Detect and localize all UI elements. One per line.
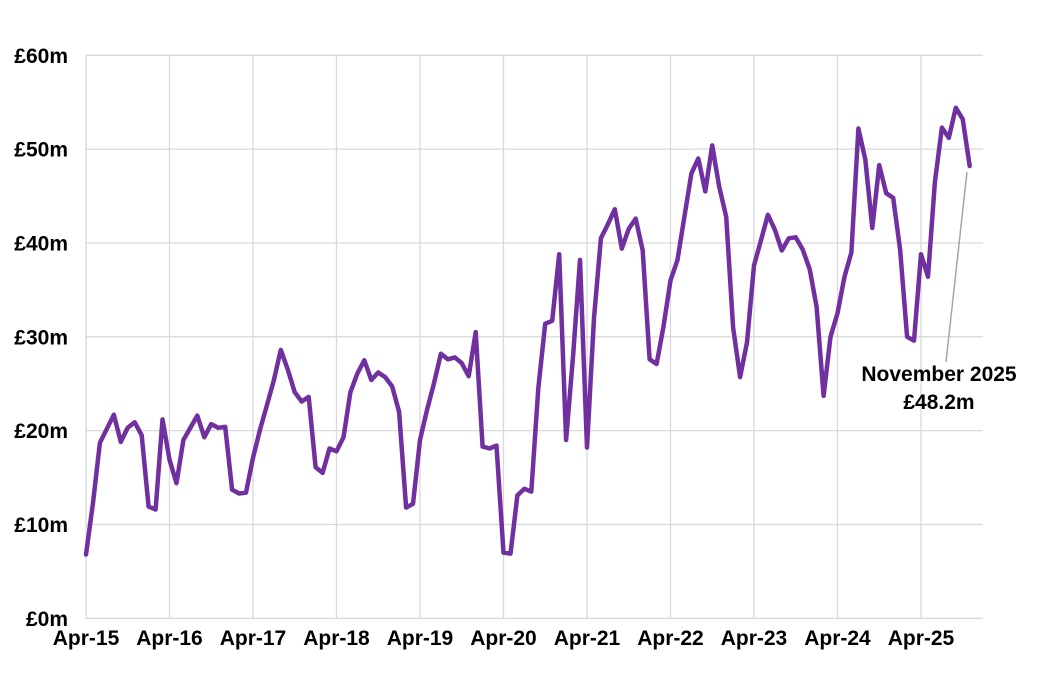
y-axis-label: £30m — [14, 326, 68, 349]
annotation-leader-line — [945, 171, 968, 363]
x-axis-label: Apr-18 — [303, 627, 370, 650]
y-axis-label: £0m — [26, 608, 68, 631]
x-axis-label: Apr-24 — [804, 627, 871, 650]
x-axis-label: Apr-22 — [637, 627, 704, 650]
x-axis-label: Apr-20 — [470, 627, 537, 650]
y-axis-label: £10m — [14, 514, 68, 537]
data-line — [83, 105, 972, 557]
y-axis-label: £60m — [14, 45, 68, 68]
y-axis-label: £40m — [14, 232, 68, 255]
x-axis-label: Apr-23 — [721, 627, 788, 650]
x-axis-label: Apr-21 — [554, 627, 621, 650]
axis-labels: £0m £10m £20m £30m £40m £50m £60m Apr-15 Apr-16 A… — [14, 45, 954, 650]
x-axis-label: Apr-15 — [53, 627, 120, 650]
x-axis-label: Apr-17 — [220, 627, 287, 650]
annotation-date-label: November 2025 — [861, 363, 1017, 386]
x-axis-label: Apr-25 — [888, 627, 955, 650]
gridlines — [85, 54, 983, 619]
x-axis-label: Apr-19 — [387, 627, 454, 650]
y-axis-label: £50m — [14, 139, 68, 162]
annotation-value-label: £48.2m — [903, 391, 974, 414]
y-axis-label: £20m — [14, 420, 68, 443]
x-axis-label: Apr-16 — [136, 627, 203, 650]
